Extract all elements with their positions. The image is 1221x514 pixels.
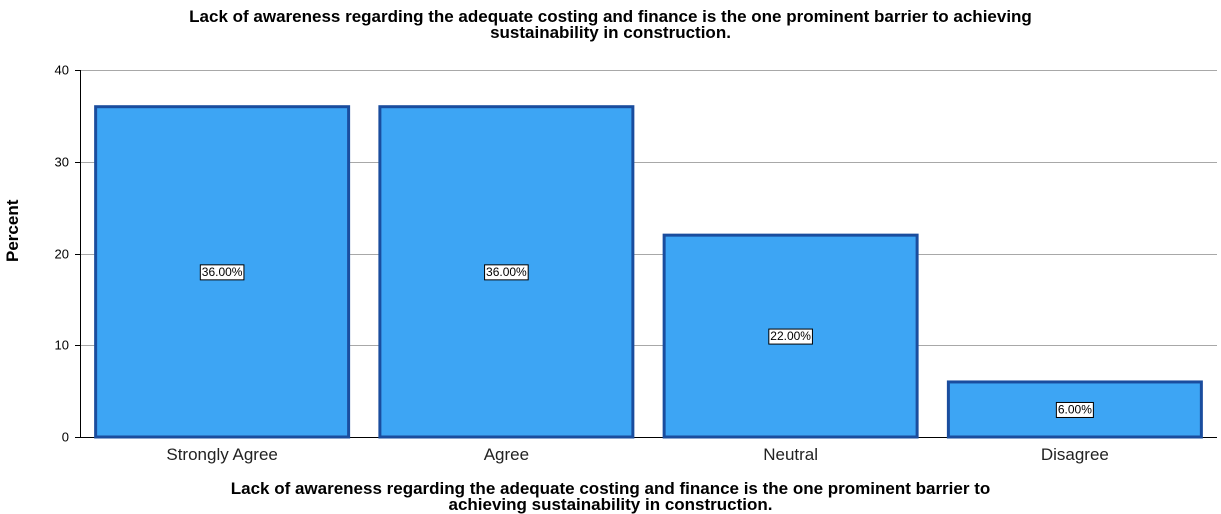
data-label-box — [199, 264, 245, 281]
y-tick-label: 0 — [62, 430, 69, 445]
data-label: 36.00% — [202, 265, 243, 279]
x-axis-title-line-1: Lack of awareness regarding the adequate… — [230, 479, 991, 498]
y-tick-label: 30 — [55, 155, 69, 170]
data-label-box — [768, 328, 813, 345]
y-tick-label: 40 — [55, 63, 69, 78]
data-label: 22.00% — [770, 329, 811, 343]
y-tick-label: 20 — [55, 247, 69, 262]
x-axis-title: Lack of awareness regarding the adequate… — [0, 479, 1221, 514]
data-label: 6.00% — [1058, 402, 1092, 416]
x-category-label: Agree — [484, 445, 529, 464]
x-axis-title-line-2: achieving sustainability in construction… — [448, 495, 773, 514]
chart-title: Lack of awareness regarding the adequate… — [0, 7, 1221, 42]
chart-title-line-1: Lack of awareness regarding the adequate… — [189, 7, 1032, 26]
y-tick-label: 10 — [55, 338, 69, 353]
data-label: 36.00% — [486, 265, 527, 279]
x-category-label: Neutral — [763, 445, 818, 464]
x-category-label: Disagree — [1041, 445, 1109, 464]
chart-title-line-2: sustainability in construction. — [490, 23, 731, 42]
data-label-box — [1055, 401, 1094, 418]
x-category-label: Strongly Agree — [166, 445, 278, 464]
data-label-box — [484, 264, 529, 281]
